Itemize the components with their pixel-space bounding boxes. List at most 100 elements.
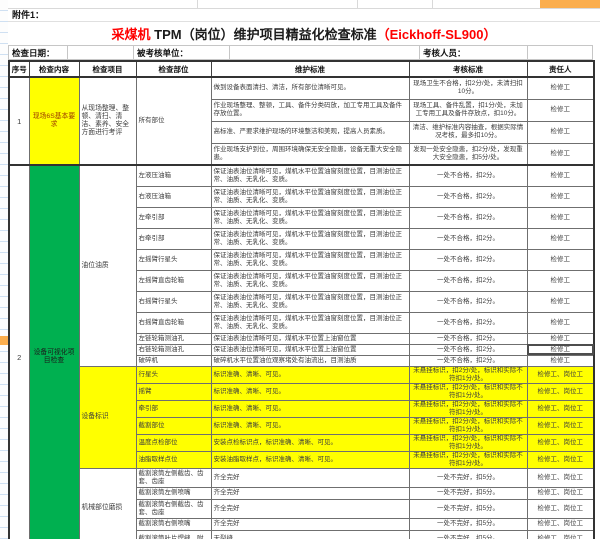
assessment-standard-cell[interactable]: 现场卫生不合格，扣2分/处，未清扫扣10分。: [408, 76, 528, 100]
part-cell[interactable]: 左牵引部: [135, 206, 212, 229]
responsible-cell[interactable]: 检修工、岗位工: [526, 450, 595, 469]
assessment-standard-cell[interactable]: 未悬挂标识，扣2分/处，标识和实际不符扣1分/处。: [408, 365, 528, 384]
part-cell[interactable]: 破碎机: [135, 354, 212, 367]
part-cell[interactable]: 温度点检部位: [135, 433, 212, 452]
column-header[interactable]: 责任人: [526, 60, 595, 78]
responsible-cell[interactable]: 检修工、岗位工: [526, 433, 595, 452]
column-header[interactable]: 维护标准: [210, 60, 410, 78]
responsible-cell[interactable]: 检修工: [526, 120, 595, 144]
assessed-unit-label[interactable]: 被考核单位：: [134, 45, 230, 60]
attachment-label[interactable]: 附件1：: [8, 8, 600, 22]
assessment-standard-cell[interactable]: 现场工具、备件乱置，扣1分/处，未加工专用工具及备件存放点，扣10分。: [408, 98, 528, 122]
assessment-standard-cell[interactable]: 一处不合格，扣2分。: [408, 206, 528, 229]
assessed-unit-value[interactable]: [230, 45, 420, 60]
part-cell[interactable]: 截割部位: [135, 416, 212, 435]
maintenance-standard-cell[interactable]: 标识准确、清晰、可见。: [210, 365, 410, 384]
responsible-cell[interactable]: 检修工、岗位工: [526, 486, 595, 500]
part-cell[interactable]: 右摇臂直齿轮箱: [135, 311, 212, 334]
column-header[interactable]: 序号: [8, 60, 30, 78]
part-cell[interactable]: 行星头: [135, 365, 212, 384]
assessment-standard-cell[interactable]: 一处不合格，扣2分。: [408, 185, 528, 208]
assessment-standard-cell[interactable]: 未悬挂标识，扣2分/处，标识和实际不符扣1分/处。: [408, 433, 528, 452]
seq-cell[interactable]: 2: [8, 164, 30, 539]
assessor-value[interactable]: [528, 45, 593, 60]
assessment-standard-cell[interactable]: 未悬挂标识，扣2分/处，标识和实际不符扣1分/处。: [408, 399, 528, 418]
maintenance-standard-cell[interactable]: 保证油表油位清晰可见，煤机水平位置油窗刻度位置，目测油位正常、油质、无乳化、变质…: [210, 185, 410, 208]
assessment-standard-cell[interactable]: 发现一处安全隐患，扣2分/处，发现重大安全隐患，扣5分/处。: [408, 142, 528, 166]
responsible-cell[interactable]: 检修工、岗位工: [526, 399, 595, 418]
assessment-standard-cell[interactable]: 一处不完好，扣5分。: [408, 517, 528, 531]
part-cell[interactable]: 右牵引部: [135, 227, 212, 250]
responsible-cell[interactable]: 检修工: [526, 290, 595, 313]
maintenance-standard-cell[interactable]: 高标准、严要求维护现场的环境整洁和美观，提高人员素质。: [210, 120, 410, 144]
assessment-standard-cell[interactable]: 一处不合格，扣2分。: [408, 311, 528, 334]
part-cell[interactable]: 截割滚筒右侧喷嘴: [135, 517, 212, 531]
part-cell[interactable]: 左摇臂直齿轮箱: [135, 269, 212, 292]
assessment-standard-cell[interactable]: 一处不合格，扣2分。: [408, 164, 528, 187]
maintenance-standard-cell[interactable]: 保证油表油位清晰可见，煤机水平位置油窗刻度位置，目测油位正常、油质、无乳化、变质…: [210, 311, 410, 334]
responsible-cell[interactable]: 检修工、岗位工: [526, 382, 595, 401]
part-cell[interactable]: 左液压油箱: [135, 164, 212, 187]
maintenance-standard-cell[interactable]: 齐全完好: [210, 517, 410, 531]
responsible-cell[interactable]: 检修工、岗位工: [526, 498, 595, 519]
assessment-standard-cell[interactable]: 一处不完好，扣5分。: [408, 467, 528, 488]
assessment-standard-cell[interactable]: 清洁、维护标准内容抽查，根据实际情况考核，最多扣10分。: [408, 120, 528, 144]
assessment-standard-cell[interactable]: 一处不完好，扣5分。: [408, 529, 528, 539]
assessment-standard-cell[interactable]: 未悬挂标识，扣2分/处，标识和实际不符扣1分/处。: [408, 382, 528, 401]
content-cell[interactable]: 现场6S基本要求: [28, 76, 80, 166]
project-cell[interactable]: 油位油质: [78, 164, 137, 367]
responsible-cell[interactable]: 检修工: [526, 343, 595, 356]
responsible-cell[interactable]: 检修工: [526, 206, 595, 229]
assessment-standard-cell[interactable]: 一处不合格，扣2分。: [408, 269, 528, 292]
maintenance-standard-cell[interactable]: 安装油脂取样点，标识准确、清晰、可见。: [210, 450, 410, 469]
project-cell[interactable]: 机械部位磨损: [78, 467, 137, 539]
part-cell[interactable]: 右链轮箱测油孔: [135, 343, 212, 356]
inspect-date-label[interactable]: 检查日期：: [8, 45, 68, 60]
assessment-standard-cell[interactable]: 一处不完好，扣5分。: [408, 498, 528, 519]
responsible-cell[interactable]: 检修工: [526, 76, 595, 100]
assessment-standard-cell[interactable]: 未悬挂标识，扣2分/处，标识和实际不符扣1分/处。: [408, 450, 528, 469]
column-header[interactable]: 检查内容: [28, 60, 80, 78]
content-cell[interactable]: 设备可视化项目检查: [28, 164, 80, 539]
maintenance-standard-cell[interactable]: 无裂缝: [210, 529, 410, 539]
maintenance-standard-cell[interactable]: 保证油表油位清晰可见，煤机水平位置油窗刻度位置，目测油位正常、油质、无乳化、变质…: [210, 164, 410, 187]
project-cell[interactable]: 从现场整理、整顿、清扫、清洁、素养、安全方面进行考评: [78, 76, 137, 166]
maintenance-standard-cell[interactable]: 保证油表油位清晰可见，煤机水平位置油窗刻度位置，目测油位正常、油质、无乳化、变质…: [210, 227, 410, 250]
part-cell[interactable]: 左链轮箱测油孔: [135, 332, 212, 345]
responsible-cell[interactable]: 检修工、岗位工: [526, 416, 595, 435]
seq-cell[interactable]: 1: [8, 76, 30, 166]
responsible-cell[interactable]: 检修工、岗位工: [526, 517, 595, 531]
assessment-standard-cell[interactable]: 一处不合格，扣2分。: [408, 248, 528, 271]
part-cell[interactable]: 摇臂: [135, 382, 212, 401]
maintenance-standard-cell[interactable]: 保证油表油位清晰可见，煤机水平位置油窗刻度位置，目测油位正常、油质、无乳化、变质…: [210, 206, 410, 229]
maintenance-standard-cell[interactable]: 保证油表油位清晰可见，煤机水平位置油窗刻度位置，目测油位正常、油质、无乳化、变质…: [210, 269, 410, 292]
assessment-standard-cell[interactable]: 一处不合格，扣2分。: [408, 332, 528, 345]
assessor-label[interactable]: 考核人员：: [420, 45, 528, 60]
responsible-cell[interactable]: 检修工: [526, 354, 595, 367]
responsible-cell[interactable]: 检修工: [526, 164, 595, 187]
maintenance-standard-cell[interactable]: 保证油表油位清晰可见，煤机水平位置上油窗位置: [210, 343, 410, 356]
assessment-standard-cell[interactable]: 一处不合格，扣2分。: [408, 290, 528, 313]
responsible-cell[interactable]: 检修工、岗位工: [526, 529, 595, 539]
assessment-standard-cell[interactable]: 一处不合格，扣2分。: [408, 227, 528, 250]
maintenance-standard-cell[interactable]: 做到设备表面清扫、清洁，所有部位清晰可见。: [210, 76, 410, 100]
responsible-cell[interactable]: 检修工、岗位工: [526, 365, 595, 384]
responsible-cell[interactable]: 检修工: [526, 98, 595, 122]
responsible-cell[interactable]: 检修工: [526, 332, 595, 345]
maintenance-standard-cell[interactable]: 标识准确、清晰、可见。: [210, 416, 410, 435]
responsible-cell[interactable]: 检修工: [526, 142, 595, 166]
maintenance-standard-cell[interactable]: 保证油表油位清晰可见，煤机水平位置上油窗位置: [210, 332, 410, 345]
part-cell[interactable]: 所有部位: [135, 76, 212, 166]
part-cell[interactable]: 截割滚筒叶片焊缝、附: [135, 529, 212, 539]
maintenance-standard-cell[interactable]: 保证油表油位清晰可见，煤机水平位置油窗刻度位置，目测油位正常、油质、无乳化、变质…: [210, 290, 410, 313]
assessment-standard-cell[interactable]: 一处不完好，扣5分。: [408, 486, 528, 500]
responsible-cell[interactable]: 检修工: [526, 248, 595, 271]
maintenance-standard-cell[interactable]: 保证油表油位清晰可见，煤机水平位置油窗刻度位置，目测油位正常、油质、无乳化、变质…: [210, 248, 410, 271]
column-header[interactable]: 考核标准: [408, 60, 528, 78]
project-cell[interactable]: 设备标识: [78, 365, 137, 469]
column-header-strip[interactable]: [8, 0, 600, 9]
row-header-gutter[interactable]: [0, 0, 8, 539]
maintenance-standard-cell[interactable]: 作业现场支护到位，周围环境确保无安全隐患，设备无重大安全隐患。: [210, 142, 410, 166]
part-cell[interactable]: 牵引部: [135, 399, 212, 418]
part-cell[interactable]: 截割滚筒右侧截齿、齿套、齿座: [135, 498, 212, 519]
